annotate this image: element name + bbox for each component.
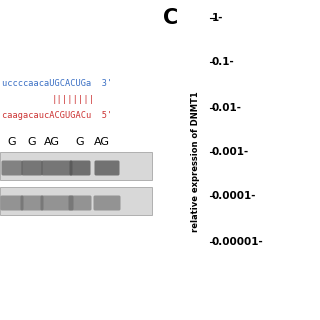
FancyBboxPatch shape bbox=[41, 196, 74, 211]
Text: 0.001-: 0.001- bbox=[212, 147, 249, 157]
Text: uccccaacaUGCACUGa  3': uccccaacaUGCACUGa 3' bbox=[2, 78, 112, 87]
Text: 0.1-: 0.1- bbox=[212, 57, 235, 67]
FancyBboxPatch shape bbox=[93, 196, 121, 211]
Text: 0.01-: 0.01- bbox=[212, 103, 242, 113]
Text: 0.0001-: 0.0001- bbox=[212, 191, 257, 201]
Text: caagacaucACGUGACu  5': caagacaucACGUGACu 5' bbox=[2, 110, 112, 119]
FancyBboxPatch shape bbox=[94, 161, 119, 175]
FancyBboxPatch shape bbox=[20, 196, 44, 211]
Text: AG: AG bbox=[94, 137, 110, 147]
Text: relative expression of DNMT1: relative expression of DNMT1 bbox=[191, 92, 201, 232]
FancyBboxPatch shape bbox=[21, 161, 43, 175]
Text: ||||||||: |||||||| bbox=[52, 95, 95, 105]
Bar bbox=[0, 152, 152, 180]
Text: G: G bbox=[8, 137, 16, 147]
Text: G: G bbox=[76, 137, 84, 147]
FancyBboxPatch shape bbox=[2, 161, 22, 175]
Bar bbox=[0, 187, 152, 215]
FancyBboxPatch shape bbox=[69, 161, 91, 175]
FancyBboxPatch shape bbox=[1, 196, 23, 211]
Text: AG: AG bbox=[44, 137, 60, 147]
Text: 1-: 1- bbox=[212, 13, 223, 23]
FancyBboxPatch shape bbox=[68, 196, 92, 211]
Text: 0.00001-: 0.00001- bbox=[212, 237, 264, 247]
Text: C: C bbox=[163, 8, 178, 28]
Text: G: G bbox=[28, 137, 36, 147]
FancyBboxPatch shape bbox=[42, 161, 73, 175]
